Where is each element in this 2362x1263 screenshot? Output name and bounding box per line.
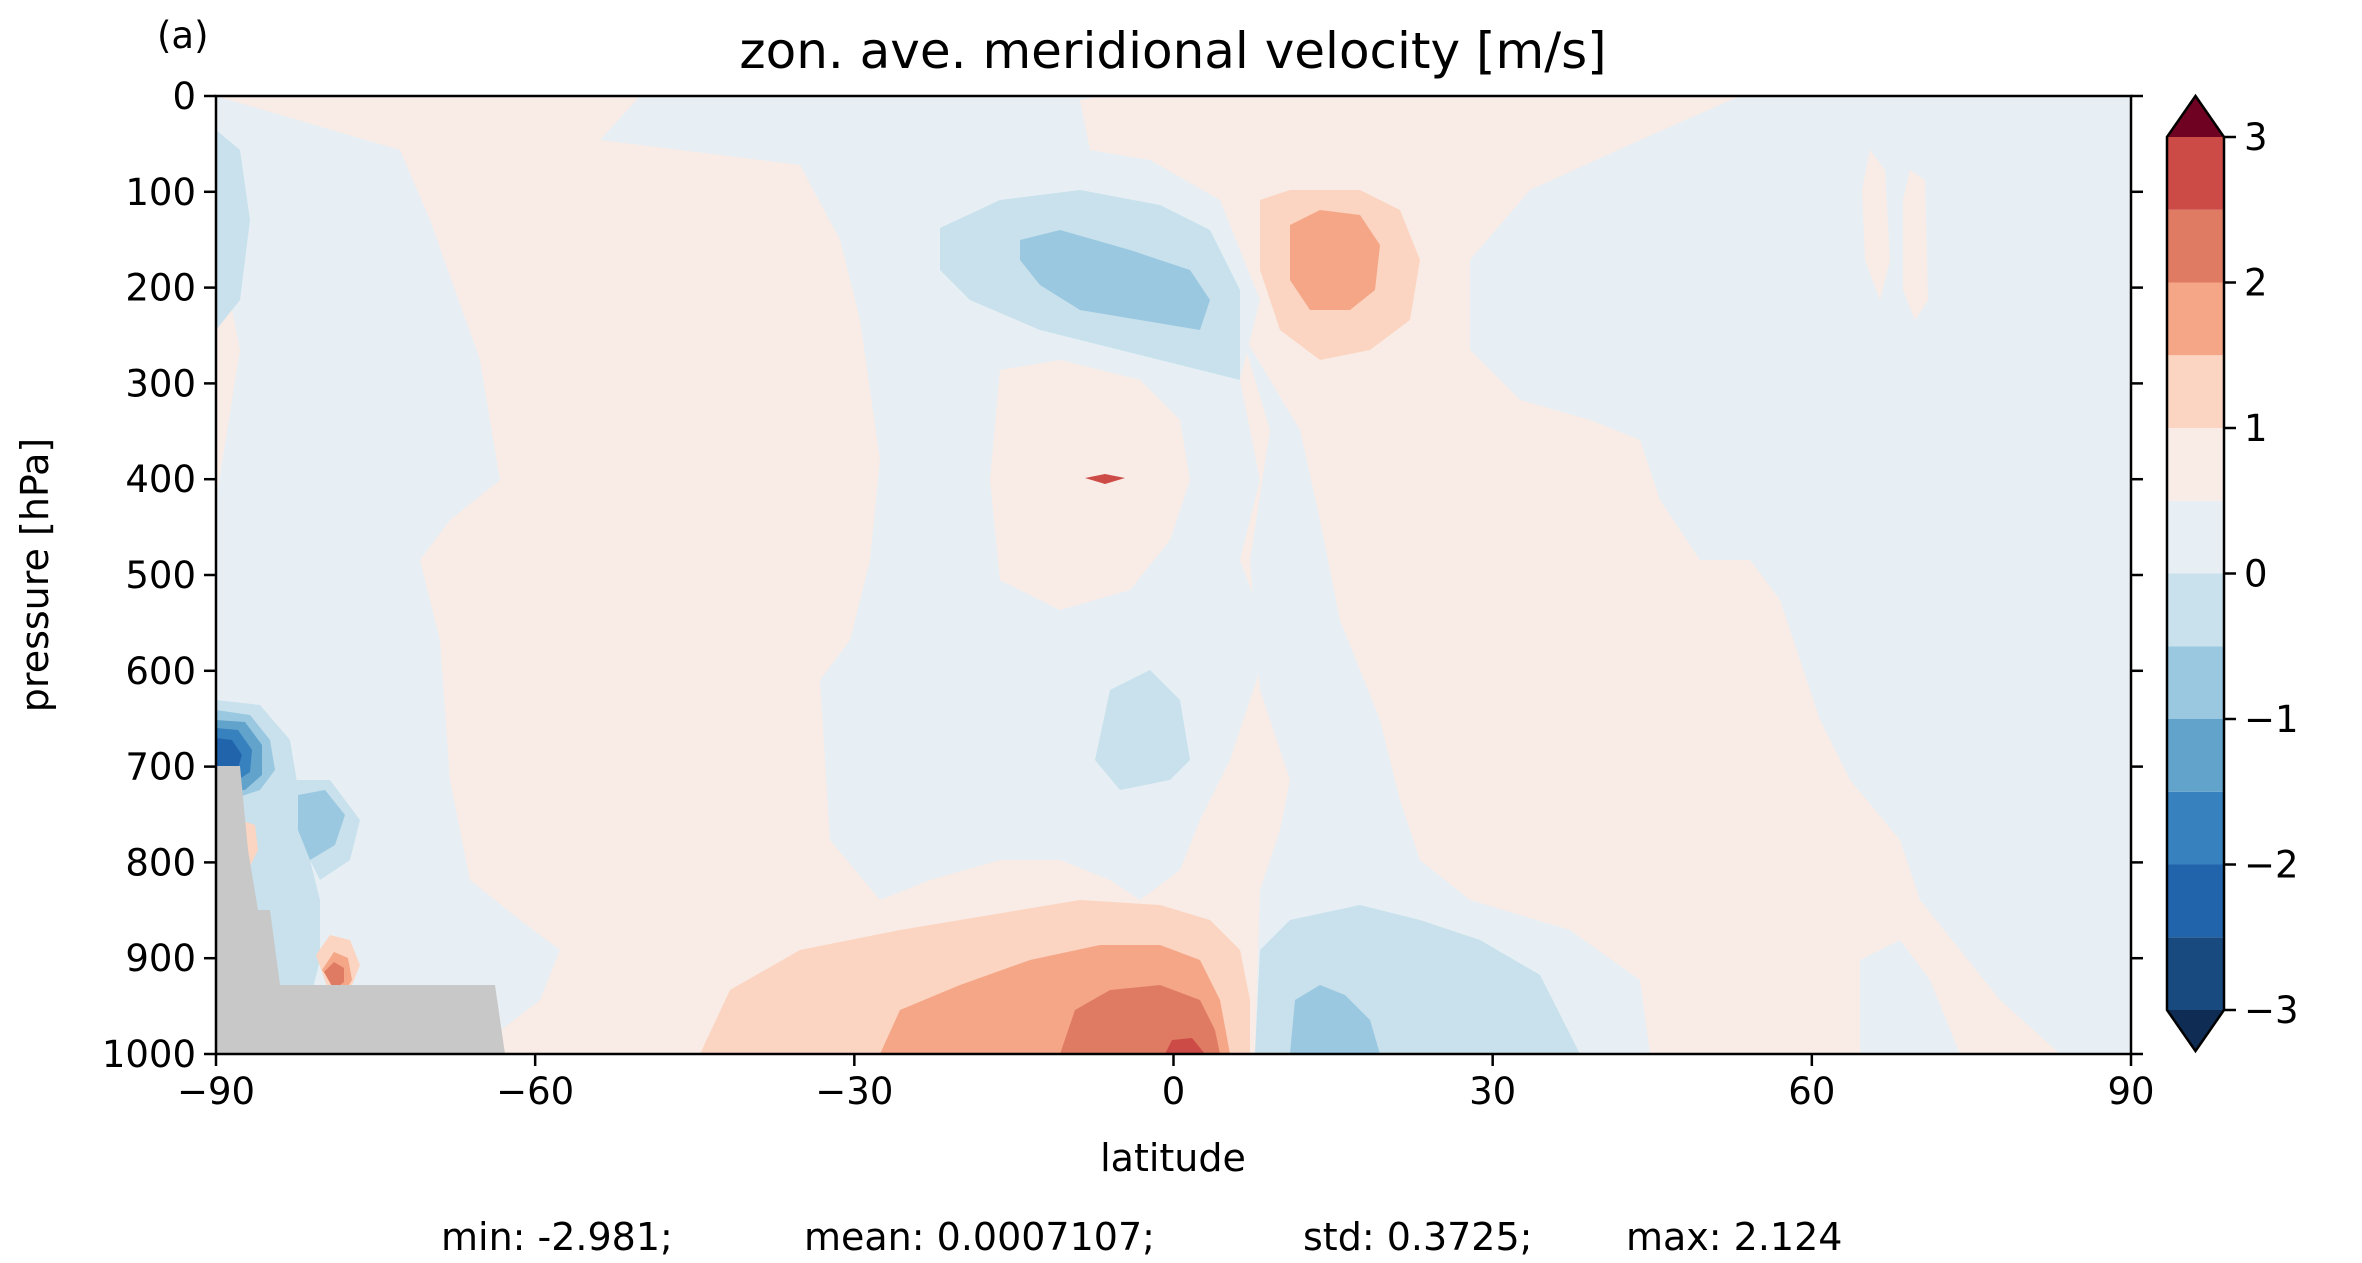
field-band-pos-0p5 [990, 360, 1190, 610]
field-band-neg-0p5 [1240, 330, 1650, 1054]
colorbar-tick-label: 1 [2244, 407, 2268, 450]
field-band-neg-0p5 [1860, 940, 1960, 1054]
stat-std: std: 0.3725; [1303, 1215, 1532, 1259]
stat-mean: mean: 0.0007107; [804, 1215, 1155, 1259]
x-tick-label: −90 [177, 1070, 255, 1113]
y-tick-label: 900 [125, 937, 196, 980]
colorbar-segment [2167, 500, 2224, 574]
y-tick-label: 1000 [102, 1033, 196, 1076]
colorbar-segment [2167, 355, 2224, 428]
field-band-pos-1p5 [1290, 210, 1380, 310]
field-band-neg-1 [216, 130, 250, 330]
y-tick-label: 0 [172, 75, 196, 118]
field-band-pos-2p5 [1085, 474, 1125, 484]
field-band-pos-2 [324, 962, 344, 990]
colorbar: 3 2 1 0 −1 −2 −3 [2165, 93, 2299, 1054]
colorbar-tick-label: 0 [2244, 553, 2268, 596]
y-tick-label: 100 [125, 171, 196, 214]
panel-label: (a) [157, 14, 209, 57]
colorbar-under-extension [2167, 1010, 2224, 1051]
colorbar-segment [2167, 791, 2224, 865]
field-band-pos-2 [1060, 985, 1220, 1054]
colorbar-tick-label: −3 [2244, 989, 2299, 1032]
colorbar-segment [2167, 137, 2224, 210]
colorbar-segment [2167, 719, 2224, 792]
field-band-neg-1p5 [1290, 985, 1380, 1054]
field-band-pos-0p5 [1903, 170, 1928, 320]
colorbar-segment [2167, 428, 2224, 501]
colorbar-segment [2167, 282, 2224, 356]
colorbar-segment [2167, 937, 2224, 1010]
y-tick-label: 600 [125, 650, 196, 693]
colorbar-tick-label: −2 [2244, 844, 2299, 887]
x-axis: −90 −60 −30 0 30 60 90 [177, 1054, 2155, 1113]
colorbar-segment [2167, 646, 2224, 719]
colorbar-segment [2167, 209, 2224, 283]
x-tick-label: 0 [1162, 1070, 1186, 1113]
stats-line: min: -2.981; mean: 0.0007107; std: 0.372… [441, 1215, 1842, 1259]
field-band-pos-2p5 [1165, 1038, 1205, 1054]
y-tick-label: 300 [125, 362, 196, 405]
colorbar-segment [2167, 864, 2224, 938]
x-tick-label: −60 [496, 1070, 574, 1113]
colorbar-over-extension [2167, 96, 2224, 137]
y-axis-label: pressure [hPa] [13, 438, 57, 712]
stat-max: max: 2.124 [1626, 1215, 1842, 1259]
x-tick-label: 90 [2107, 1070, 2154, 1113]
x-tick-label: 60 [1788, 1070, 1835, 1113]
field-band-neg-0p5 [1470, 96, 2131, 1054]
y-tick-label: 200 [125, 267, 196, 310]
velocity-field [216, 96, 2131, 1054]
colorbar-tick-label: 2 [2244, 262, 2268, 305]
x-tick-label: 30 [1469, 1070, 1516, 1113]
stat-min: min: -2.981; [441, 1215, 673, 1259]
y-tick-label: 500 [125, 554, 196, 597]
field-band-neg-1p5 [298, 790, 345, 860]
y-axis: 0 100 200 300 400 500 600 700 800 900 1000 [102, 75, 2143, 1076]
topography-mask [216, 766, 505, 1054]
y-tick-label: 400 [125, 458, 196, 501]
field-band-neg-1p5 [1020, 230, 1210, 330]
colorbar-tick-label: 3 [2244, 116, 2268, 159]
chart-title: zon. ave. meridional velocity [m/s] [739, 22, 1606, 80]
x-tick-label: −30 [815, 1070, 893, 1113]
field-band-pos-0p5 [1862, 150, 1890, 300]
colorbar-segment [2167, 573, 2224, 647]
x-axis-label: latitude [1100, 1136, 1246, 1180]
y-tick-label: 800 [125, 841, 196, 884]
field-band-neg-3 [216, 738, 242, 772]
colorbar-tick-label: −1 [2244, 698, 2299, 741]
field-band-neg-1 [1095, 670, 1190, 790]
y-tick-label: 700 [125, 746, 196, 789]
